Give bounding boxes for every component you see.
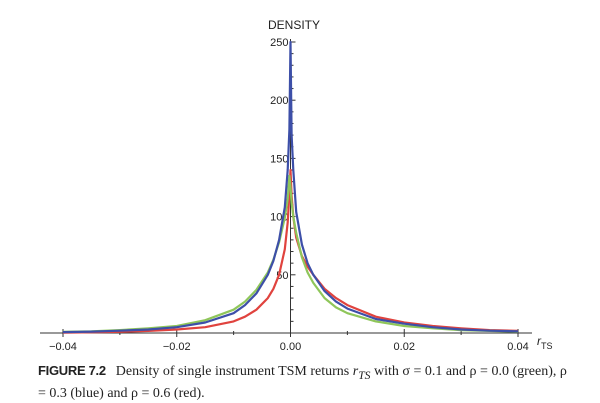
series-lines	[62, 40, 519, 334]
caption-variable: rTS	[352, 364, 371, 382]
y-axis-title: DENSITY	[268, 18, 320, 32]
x-tick-label: 0.04	[507, 341, 528, 353]
x-axis: −0.04 −0.02 0.00 0.02 0.04	[40, 329, 532, 353]
y-tick-label: 150	[270, 153, 288, 165]
series-line-0	[62, 174, 519, 333]
x-tick-label: 0.02	[394, 341, 415, 353]
x-tick-label: −0.04	[49, 341, 77, 353]
figure-caption: FIGURE 7.2 Density of single instrument T…	[38, 362, 578, 403]
y-tick-label: 200	[270, 95, 288, 107]
series-line-1	[62, 40, 519, 334]
x-tick-label: 0.00	[280, 341, 301, 353]
caption-text-1: Density of single instrument TSM returns	[115, 364, 353, 379]
x-axis-title: rTS	[537, 334, 553, 351]
x-tick-label: −0.02	[163, 341, 191, 353]
series-line-2	[62, 168, 519, 334]
figure-label: FIGURE 7.2	[38, 363, 106, 378]
caption-text-2: with σ = 0.1 and ρ = 0.0 (green), ρ = 0.…	[38, 364, 567, 401]
y-tick-label: 250	[270, 37, 288, 49]
